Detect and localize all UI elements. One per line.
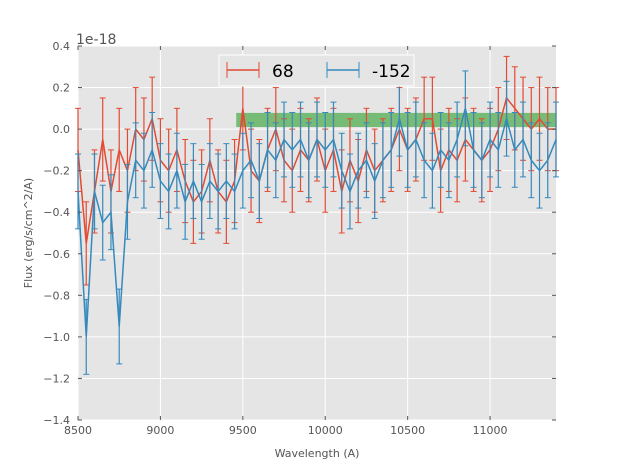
ticks: 8500 9000 9500 10000 10500 11000 0.4 0.2 0.0 −0.2…: [43, 40, 556, 437]
y-axis-label: Flux (erg/s/cm^2/A): [22, 178, 35, 288]
band-rect: [236, 112, 556, 128]
x-tick-label: 9500: [229, 424, 257, 437]
y-tick-label: −1.2: [43, 372, 70, 385]
y-tick-label: −0.2: [43, 165, 70, 178]
legend-label: -152: [372, 62, 411, 82]
x-tick-label: 10500: [390, 424, 425, 437]
offset-text: 1e-18: [76, 32, 116, 48]
y-tick-label: −0.6: [43, 248, 70, 261]
y-tick-label: −1.4: [43, 414, 70, 427]
x-tick-label: 11000: [473, 424, 508, 437]
y-tick-label: −0.4: [43, 206, 70, 219]
y-tick-label: 0.2: [53, 82, 71, 95]
y-tick-label: −0.8: [43, 289, 70, 302]
x-tick-label: 8500: [64, 424, 92, 437]
legend-label: 68: [272, 62, 294, 82]
y-tick-label: 0.0: [53, 123, 71, 136]
x-tick-label: 9000: [146, 424, 174, 437]
y-tick-label: −1.0: [43, 331, 70, 344]
x-axis-label: Wavelength (A): [275, 447, 360, 460]
series--152: [75, 70, 559, 375]
series-line: [77, 108, 557, 337]
series-group: [75, 55, 559, 375]
highlight-band: [236, 112, 556, 128]
x-tick-label: 10000: [308, 424, 343, 437]
y-tick-label: 0.4: [53, 40, 71, 53]
legend: 68 -152: [218, 54, 415, 87]
